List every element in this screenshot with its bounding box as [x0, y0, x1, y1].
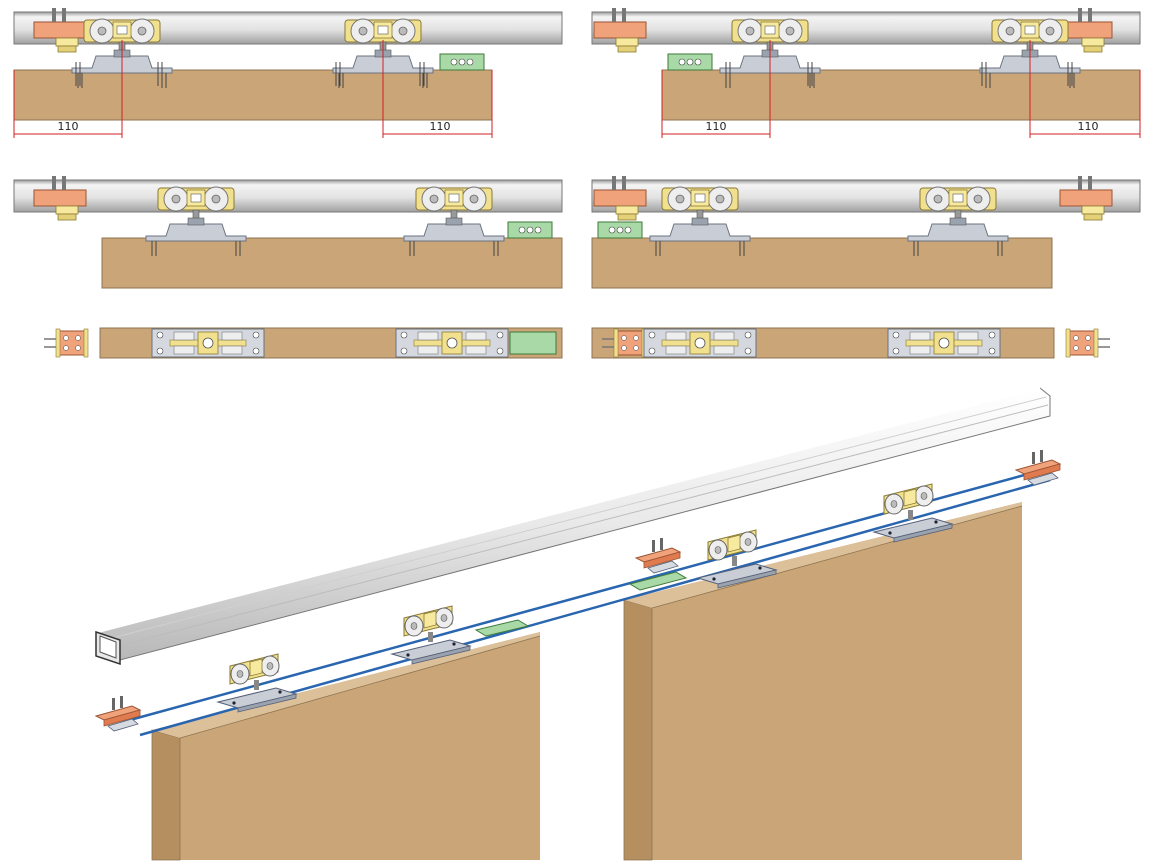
roller-carriage: [151, 328, 265, 358]
floor-guide: [509, 331, 557, 355]
end-stopper: [95, 695, 141, 732]
wooden-door: [151, 632, 541, 861]
svg-text:110: 110: [430, 120, 451, 133]
roller-carriage: [403, 605, 454, 643]
roller-carriage: [415, 186, 493, 221]
floor-guide: [628, 571, 688, 591]
floor-guide: [474, 619, 530, 637]
dimension-right: 110: [382, 40, 493, 138]
wooden-door: [13, 69, 493, 121]
roller-carriage: [157, 186, 235, 221]
roller-carriage: [643, 328, 757, 358]
svg-text:110: 110: [58, 120, 79, 133]
wooden-door: [101, 237, 563, 289]
wooden-door: [591, 237, 1053, 289]
floor-guide: [667, 53, 713, 71]
svg-text:110: 110: [706, 120, 727, 133]
top-view-right: [591, 327, 1111, 359]
isometric-view: [95, 387, 1061, 861]
roller-carriage: [395, 328, 509, 358]
side-view-middle-right: [591, 175, 1141, 289]
dimension-left: 110: [13, 40, 123, 138]
dimension-left: 110: [661, 40, 771, 138]
track-rail: [95, 387, 1051, 666]
side-view-top-right: 110 110: [591, 7, 1141, 138]
roller-carriage: [919, 186, 997, 221]
end-stopper: [1015, 449, 1061, 486]
top-view-left: [43, 327, 563, 359]
side-view-middle-left: [13, 175, 563, 289]
roller-carriage: [887, 328, 1001, 358]
roller-carriage: [661, 186, 739, 221]
floor-guide: [597, 221, 643, 239]
side-view-top-left: 110 110: [13, 7, 563, 138]
end-stopper: [1065, 328, 1111, 358]
end-stopper: [635, 537, 681, 574]
end-stopper: [43, 328, 89, 358]
wooden-door: [623, 502, 1023, 861]
floor-guide: [439, 53, 485, 71]
roller-carriage: [229, 653, 280, 691]
dimension-right: 110: [1029, 40, 1141, 138]
svg-text:110: 110: [1078, 120, 1099, 133]
floor-guide: [507, 221, 553, 239]
